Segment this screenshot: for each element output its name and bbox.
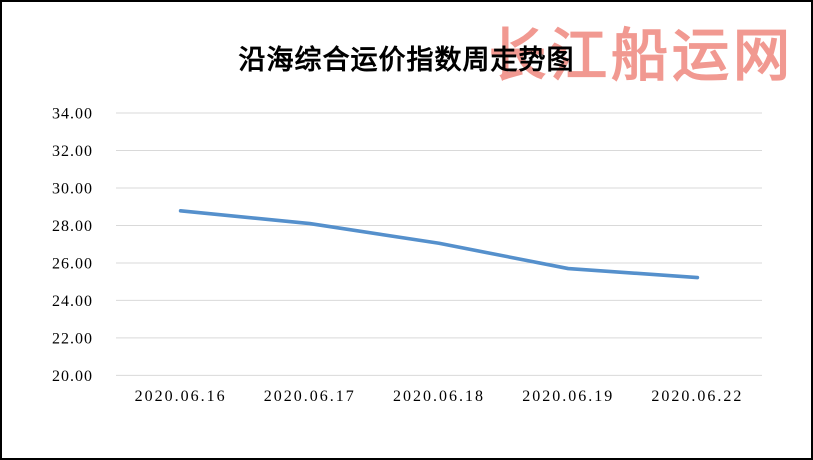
x-axis-tick-label: 2020.06.19 bbox=[522, 388, 614, 405]
y-axis-tick-label: 28.00 bbox=[52, 218, 93, 235]
x-axis-tick-label: 2020.06.18 bbox=[393, 388, 485, 405]
y-axis-tick-label: 32.00 bbox=[52, 143, 93, 160]
x-axis-tick-label: 2020.06.17 bbox=[264, 388, 356, 405]
chart-title: 沿海综合运价指数周走势图 bbox=[238, 45, 575, 75]
y-axis-tick-label: 20.00 bbox=[52, 368, 93, 385]
series-group bbox=[178, 209, 700, 280]
y-axis-labels-group: 34.00 32.00 30.00 28.00 26.00 24.00 22.00 20.00 bbox=[52, 106, 93, 385]
x-axis-tick-label: 2020.06.16 bbox=[135, 388, 227, 405]
x-axis-tick-label: 2020.06.22 bbox=[651, 388, 743, 405]
y-axis-tick-label: 24.00 bbox=[52, 293, 93, 310]
series-line bbox=[178, 209, 700, 280]
y-axis-tick-label: 26.00 bbox=[52, 255, 93, 272]
watermark-text: 长江船运网 bbox=[489, 25, 794, 88]
y-axis-tick-label: 34.00 bbox=[52, 106, 93, 123]
gridlines-group bbox=[116, 112, 762, 376]
y-axis-tick-label: 30.00 bbox=[52, 180, 93, 197]
x-axis-labels-group: 2020.06.16 2020.06.17 2020.06.18 2020.06.19… bbox=[135, 388, 743, 405]
y-axis-tick-label: 22.00 bbox=[52, 330, 93, 347]
